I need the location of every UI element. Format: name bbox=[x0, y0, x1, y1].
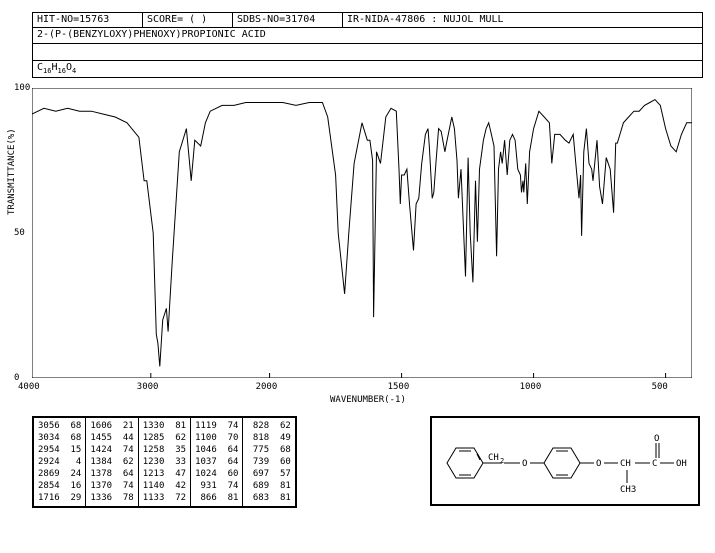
x-tick: 4000 bbox=[18, 382, 40, 392]
x-tick: 1500 bbox=[388, 382, 410, 392]
svg-text:OH: OH bbox=[676, 459, 687, 469]
spectrum-chart bbox=[32, 88, 692, 378]
peak-table: 3056 68 3034 68 2954 15 2924 4 2869 24 2… bbox=[32, 416, 297, 508]
x-tick: 500 bbox=[652, 382, 668, 392]
peak-column: 1119 74 1100 70 1046 64 1037 64 1024 60 … bbox=[191, 418, 243, 506]
x-tick: 1000 bbox=[520, 382, 542, 392]
score: SCORE= ( ) bbox=[143, 13, 233, 27]
svg-text:2: 2 bbox=[500, 457, 504, 465]
x-axis-label: WAVENUMBER(-1) bbox=[330, 395, 406, 405]
svg-text:O: O bbox=[522, 459, 527, 469]
hit-no: HIT-NO=15763 bbox=[33, 13, 143, 27]
x-tick: 3000 bbox=[137, 382, 159, 392]
blank-row bbox=[32, 44, 703, 60]
y-tick: 50 bbox=[14, 228, 25, 238]
molecule-structure: CH 2 O O CH CH3 C O OH bbox=[430, 416, 700, 506]
peak-column: 1330 81 1285 62 1258 35 1230 33 1213 47 … bbox=[139, 418, 191, 506]
compound-name: 2-(P-(BENZYLOXY)PHENOXY)PROPIONIC ACID bbox=[32, 28, 703, 44]
ch3-label: CH3 bbox=[620, 485, 636, 495]
y-axis-label: TRANSMITTANCE(%) bbox=[7, 128, 17, 215]
y-tick: 0 bbox=[14, 373, 19, 383]
svg-text:O: O bbox=[596, 459, 601, 469]
sdbs-no: SDBS-NO=31704 bbox=[233, 13, 343, 27]
header-bar: HIT-NO=15763 SCORE= ( ) SDBS-NO=31704 IR… bbox=[32, 12, 703, 28]
molecular-formula: C16H16O4 bbox=[32, 60, 703, 78]
peak-column: 828 62 818 49 775 68 739 60 697 57 689 8… bbox=[243, 418, 294, 506]
peak-column: 1606 21 1455 44 1424 74 1384 62 1378 64 … bbox=[86, 418, 138, 506]
svg-text:CH: CH bbox=[488, 453, 499, 463]
y-tick: 100 bbox=[14, 83, 30, 93]
chart-svg bbox=[32, 88, 692, 378]
spectrum-id: IR-NIDA-47806 : NUJOL MULL bbox=[343, 13, 702, 27]
x-tick: 2000 bbox=[256, 382, 278, 392]
svg-text:CH: CH bbox=[620, 459, 631, 469]
peak-column: 3056 68 3034 68 2954 15 2924 4 2869 24 2… bbox=[34, 418, 86, 506]
svg-text:O: O bbox=[654, 434, 659, 444]
svg-text:C: C bbox=[652, 459, 657, 469]
